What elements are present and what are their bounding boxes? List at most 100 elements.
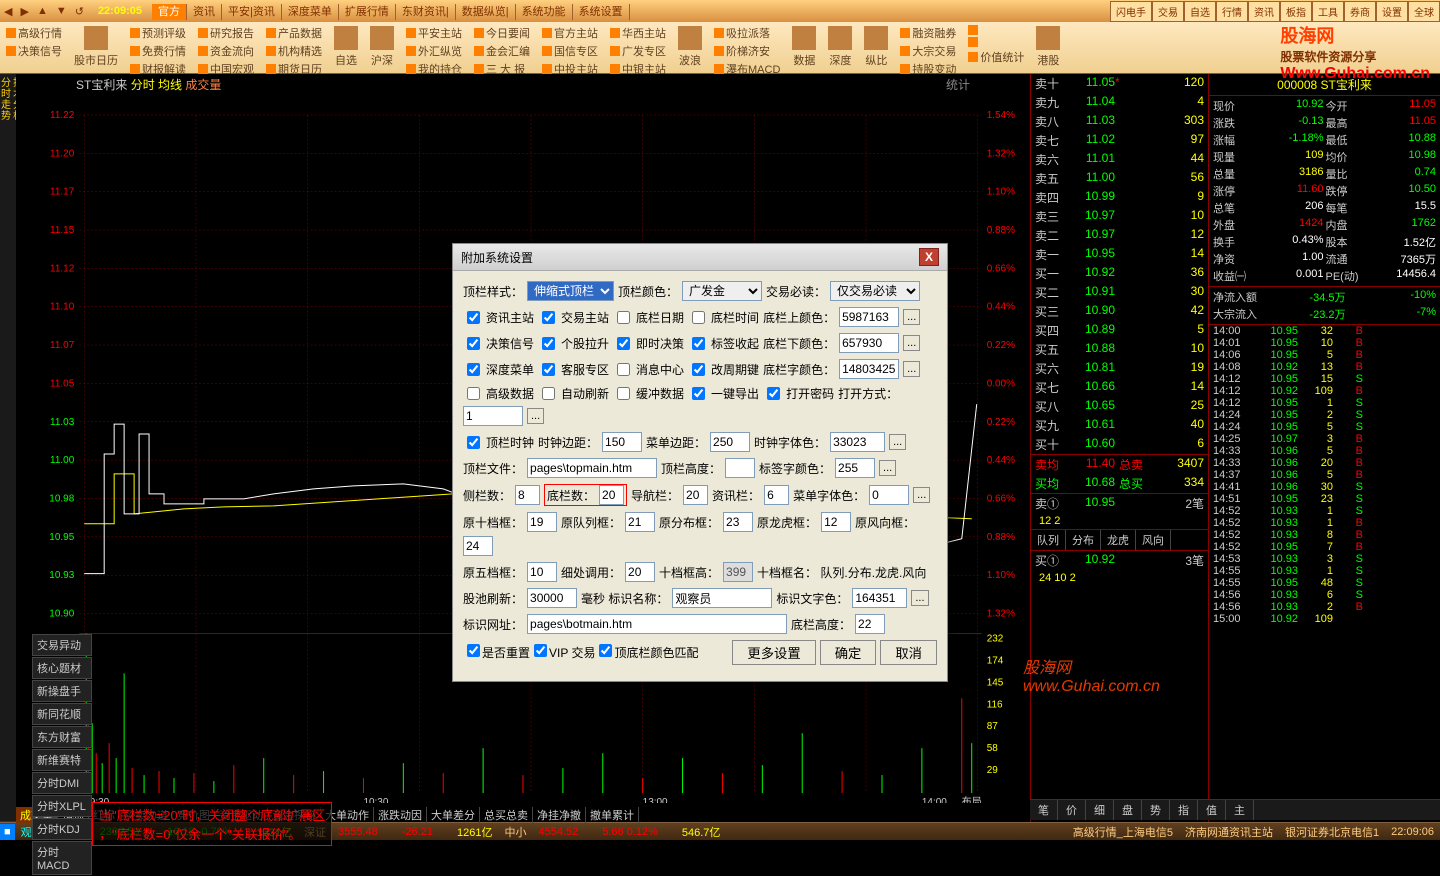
dist-input[interactable] — [723, 512, 753, 532]
sidebar-item[interactable]: 分时走势 — [0, 74, 12, 822]
toolbar-item[interactable]: 华西主站 — [608, 24, 668, 42]
menu-font-color-input[interactable] — [869, 485, 909, 505]
color-pick-btn[interactable]: ... — [913, 487, 930, 503]
bottom-tab[interactable]: 涨跌动因 — [374, 807, 427, 823]
bottom-count-input[interactable] — [599, 485, 624, 505]
topbar-file-input[interactable] — [527, 458, 657, 478]
indicator-item[interactable]: 分时KDJ — [32, 818, 92, 840]
quick-tab[interactable]: 全球 — [1408, 1, 1440, 22]
detail-tab[interactable]: 价 — [1058, 800, 1086, 820]
option-cb[interactable] — [542, 363, 555, 376]
toolbar-item[interactable]: 融资融券 — [898, 24, 958, 42]
color-input[interactable] — [839, 333, 899, 353]
color-input[interactable] — [463, 406, 523, 426]
toolbar-item[interactable]: 大宗交易 — [898, 42, 958, 60]
toolbar-item[interactable]: 国信专区 — [540, 42, 600, 60]
detail-tab[interactable]: 笔 — [1030, 800, 1058, 820]
option-cb[interactable] — [617, 311, 630, 324]
color-pick-btn[interactable]: ... — [911, 590, 928, 606]
detail-tab[interactable]: 势 — [1142, 800, 1170, 820]
quick-tab[interactable]: 行情 — [1216, 1, 1248, 22]
toolbar-item[interactable]: 高级行情 — [4, 24, 64, 42]
tab-font-color-input[interactable] — [835, 458, 875, 478]
nav-refresh[interactable]: ↺ — [71, 5, 88, 18]
option-cb[interactable] — [467, 337, 480, 350]
toolbar-button[interactable]: 沪深 — [364, 22, 400, 73]
detail-input[interactable] — [625, 562, 655, 582]
f10-input[interactable] — [527, 512, 557, 532]
top-tab[interactable]: 系统功能 — [516, 4, 573, 20]
toolbar-button[interactable]: 港股 — [1030, 22, 1066, 73]
more-settings-button[interactable]: 更多设置 — [732, 640, 815, 665]
color-pick-btn[interactable]: ... — [903, 309, 920, 325]
top-tab[interactable]: 深度菜单 — [282, 4, 339, 20]
option-cb[interactable] — [542, 387, 555, 400]
ob-tab[interactable]: 分布 — [1066, 530, 1101, 550]
color-pick-btn[interactable]: ... — [903, 361, 920, 377]
mark-color-input[interactable] — [852, 588, 907, 608]
ob-tab[interactable]: 队列 — [1031, 530, 1066, 550]
quick-tab[interactable]: 工具 — [1312, 1, 1344, 22]
option-cb[interactable] — [767, 387, 780, 400]
toolbar-item[interactable]: 阶梯济安 — [712, 42, 782, 60]
toolbar-item[interactable] — [966, 24, 1026, 36]
color-input[interactable] — [839, 359, 899, 379]
color-pick-btn[interactable]: ... — [903, 335, 920, 351]
option-cb[interactable] — [692, 363, 705, 376]
trade-read-select[interactable]: 仅交易必读 — [830, 281, 920, 301]
quick-tab[interactable]: 交易 — [1152, 1, 1184, 22]
wind-input[interactable] — [463, 536, 493, 556]
toolbar-item[interactable]: 今日要闻 — [472, 24, 532, 42]
mark-name-input[interactable] — [672, 588, 772, 608]
bottom-tab[interactable]: 净挂净撤 — [533, 807, 586, 823]
option-cb[interactable] — [599, 644, 612, 657]
option-cb[interactable] — [617, 363, 630, 376]
bottom-height-input[interactable] — [855, 614, 885, 634]
clock-font-color-input[interactable] — [830, 432, 885, 452]
topbar-style-select[interactable]: 伸缩式顶栏 — [527, 281, 614, 301]
toolbar-item[interactable]: 决策信号 — [4, 42, 64, 60]
nav-up[interactable]: ▲ — [33, 5, 52, 17]
bottom-tab[interactable]: 总买总卖 — [480, 807, 533, 823]
toolbar-item[interactable]: 平安主站 — [404, 24, 464, 42]
topbar-clock-cb[interactable] — [467, 436, 480, 449]
option-cb[interactable] — [692, 337, 705, 350]
color-pick-btn[interactable]: ... — [879, 460, 896, 476]
color-pick-btn[interactable]: ... — [889, 434, 906, 450]
toolbar-item[interactable]: 产品数据 — [264, 24, 324, 42]
quick-tab[interactable]: 板指 — [1280, 1, 1312, 22]
toolbar-item[interactable]: 机构精选 — [264, 42, 324, 60]
menu-margin-input[interactable] — [710, 432, 750, 452]
option-cb[interactable] — [534, 644, 547, 657]
dragon-input[interactable] — [821, 512, 851, 532]
option-cb[interactable] — [542, 311, 555, 324]
quick-tab[interactable]: 资讯 — [1248, 1, 1280, 22]
indicator-item[interactable]: 新同花顺 — [32, 703, 92, 725]
mark-url-input[interactable] — [527, 614, 787, 634]
detail-tab[interactable]: 细 — [1086, 800, 1114, 820]
toolbar-item[interactable]: 资金流向 — [196, 42, 256, 60]
toolbar-item[interactable]: 吸拉派落 — [712, 24, 782, 42]
detail-tab[interactable]: 指 — [1170, 800, 1198, 820]
detail-tab[interactable]: 主 — [1226, 800, 1254, 820]
nav-fwd[interactable]: ▶ — [16, 5, 32, 18]
option-cb[interactable] — [542, 337, 555, 350]
toolbar-item[interactable]: 价值统计 — [966, 48, 1026, 66]
quick-tab[interactable]: 设置 — [1376, 1, 1408, 22]
f5-input[interactable] — [527, 562, 557, 582]
side-count-input[interactable] — [515, 485, 540, 505]
indicator-item[interactable]: 新操盘手 — [32, 680, 92, 702]
indicator-item[interactable]: 核心题材 — [32, 657, 92, 679]
ob-tab[interactable]: 风向 — [1136, 530, 1171, 550]
option-cb[interactable] — [617, 387, 630, 400]
indicator-item[interactable]: 分时MACD — [32, 841, 92, 875]
top-tab[interactable]: 平安|资讯 — [222, 4, 282, 20]
nav-count-input[interactable] — [683, 485, 708, 505]
indicator-item[interactable]: 分时DMI — [32, 772, 92, 794]
quick-tab[interactable]: 自选 — [1184, 1, 1216, 22]
option-cb[interactable] — [467, 387, 480, 400]
toolbar-button[interactable]: 纵比 — [858, 22, 894, 73]
dialog-titlebar[interactable]: 附加系统设置 X — [453, 244, 947, 271]
color-input[interactable] — [839, 307, 899, 327]
quick-tab[interactable]: 闪电手 — [1110, 1, 1152, 22]
